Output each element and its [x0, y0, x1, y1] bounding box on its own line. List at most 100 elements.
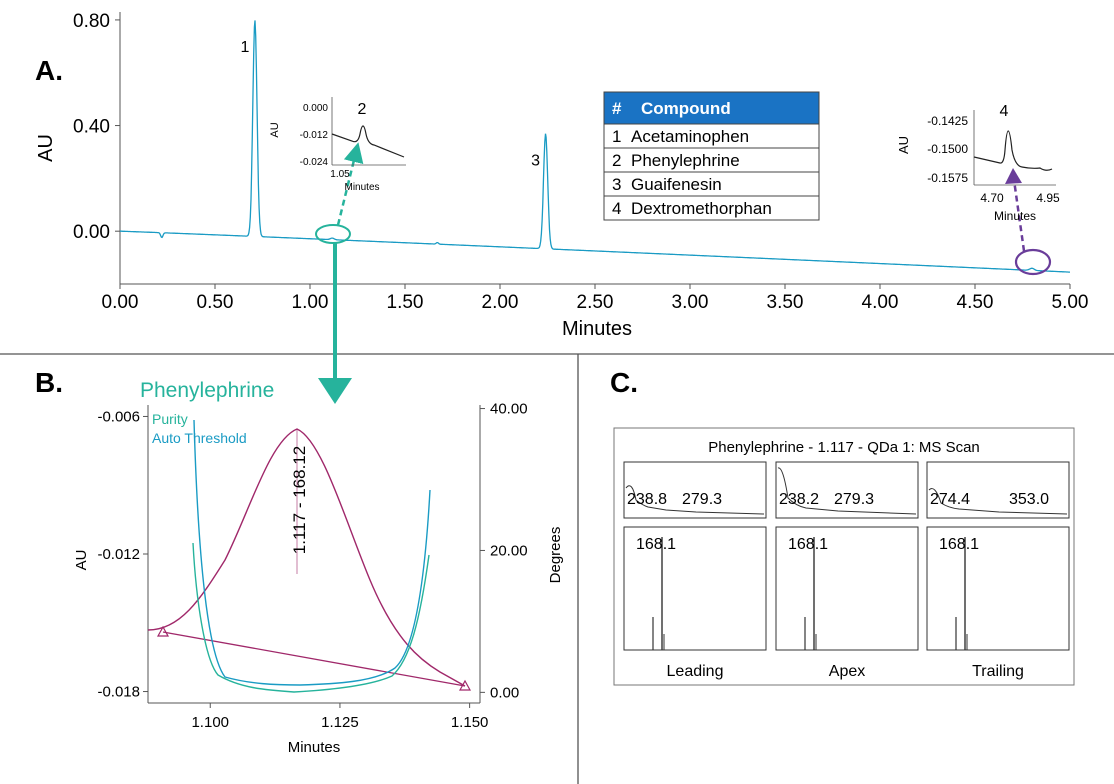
chart-b-y2-label: Degrees: [547, 527, 564, 584]
ms-tic-box: [623, 461, 767, 519]
chart-a-x-label: Minutes: [562, 318, 632, 340]
chart-b-title: Phenylephrine: [140, 379, 274, 402]
ms-spectrum-apex: 238.2 279.3 168.1 Apex: [775, 461, 919, 680]
chart-c: Phenylephrine - 1.117 - QDa 1: MS Scan 2…: [613, 427, 1075, 686]
chart-b-xtick-label: 1.125: [321, 714, 359, 731]
chart-b-y2tick-label: 20.00: [490, 542, 528, 559]
compound-table-row-name: Dextromethorphan: [631, 199, 772, 218]
inset-4-peak-label: 4: [1000, 103, 1009, 120]
chart-a-xtick-label: 5.00: [1052, 292, 1089, 313]
chart-a-y-label: AU: [35, 134, 57, 162]
compound-table: # Compound 1 Acetaminophen 2 Phenylephrine 3…: [603, 91, 820, 221]
compound-table-row-name: Phenylephrine: [631, 151, 740, 170]
ms-spectrum-label: Trailing: [972, 663, 1024, 680]
chart-a-xtick-label: 3.00: [672, 292, 709, 313]
panel-b-label: B.: [35, 367, 63, 398]
ms-tic-box: [775, 461, 919, 519]
chart-a-ytick-label: 0.40: [73, 117, 110, 138]
chart-c-frame: [613, 427, 1075, 686]
chart-a-ytick-label: 0.00: [73, 222, 110, 243]
compound-table-row-num: 3: [612, 175, 621, 194]
compound-table-row-num: 4: [612, 199, 621, 218]
ms-tic-label-1: 274.4: [930, 491, 970, 508]
ms-tic-trace: [928, 488, 1068, 515]
inset-4-trace: [973, 130, 1053, 171]
ms-spectrum-box: [623, 526, 767, 651]
chart-b-purity-curve: [192, 542, 430, 693]
compound-table-row-name: Acetaminophen: [631, 127, 749, 146]
chart-b-legend-purity: Purity: [152, 411, 188, 427]
ms-spectrum-box: [926, 526, 1070, 651]
ms-spectrum-label: Apex: [829, 663, 865, 680]
chart-a-xtick-label: 2.00: [482, 292, 519, 313]
chart-a-ytick-label: 0.80: [73, 11, 110, 32]
chart-a-xtick-label: 0.50: [197, 292, 234, 313]
chart-b-ytick-label: -0.006: [97, 408, 140, 425]
ms-tic-label-2: 353.0: [1009, 491, 1049, 508]
chart-b-peak-label: 1.117 - 168.12: [290, 446, 309, 554]
compound-table-row-num: 1: [612, 127, 621, 146]
compound-table-row-name: Guaifenesin: [631, 175, 722, 194]
chart-b-ytick-label: -0.018: [97, 684, 140, 701]
chart-b-xtick-label: 1.150: [451, 714, 489, 731]
chart-a-xtick-label: 0.00: [102, 292, 139, 313]
ms-tic-label-2: 279.3: [682, 491, 722, 508]
inset-4-ytick-2: -0.1575: [927, 171, 968, 185]
peak-4-callout-ellipse: [1014, 248, 1052, 276]
ms-spectrum-trailing: 274.4 353.0 168.1 Trailing: [926, 461, 1070, 680]
compound-table-header-bg: [604, 92, 819, 124]
chart-a-xtick-label: 1.50: [387, 292, 424, 313]
ms-spectrum-leading: 238.8 279.3 168.1 Leading: [623, 461, 767, 680]
chart-b-threshold-curve: [193, 419, 431, 686]
chart-b-y2tick-label: 40.00: [490, 401, 528, 418]
inset-4-ytick-0: -0.1425: [927, 114, 968, 128]
inset-2-y-label: AU: [269, 122, 281, 137]
inset-2-ytick-2: -0.024: [300, 157, 329, 168]
inset-4-y-label: AU: [896, 136, 911, 154]
compound-table-header-name: Compound: [641, 99, 731, 118]
chart-a-trace: [120, 20, 1070, 273]
inset-4-x-label: Minutes: [994, 209, 1036, 223]
chart-b-baseline-end-marker: [458, 679, 472, 691]
chart-b-y-label: AU: [73, 550, 90, 571]
panel-c-label: C.: [610, 367, 638, 398]
peak-4-inset-arrow: [1012, 179, 1026, 252]
chart-b-baseline-start-marker: [156, 625, 170, 637]
ms-tic-label-1: 238.2: [779, 491, 819, 508]
ms-tic-label-1: 238.8: [627, 491, 667, 508]
ms-tic-trace: [777, 467, 917, 515]
chart-b-x-label: Minutes: [288, 739, 341, 756]
ms-ion-label: 168.1: [788, 536, 828, 553]
ms-spectrum-box: [775, 526, 919, 651]
ms-spectrum-label: Leading: [667, 663, 724, 680]
inset-4-xtick-1: 4.95: [1036, 191, 1060, 205]
ms-tic-trace: [625, 485, 765, 515]
inset-4-xtick-0: 4.70: [980, 191, 1004, 205]
chart-a-xtick-label: 4.00: [862, 292, 899, 313]
zoom-to-panel-b-arrowhead: [318, 378, 352, 404]
chart-a-xtick-label: 2.50: [577, 292, 614, 313]
peak-4-arrowhead: [1005, 168, 1022, 184]
inset-2-ytick-1: -0.012: [300, 130, 329, 141]
panel-a-label: A.: [35, 55, 63, 86]
chart-a-xtick-label: 4.50: [957, 292, 994, 313]
chart-a-xtick-label: 1.00: [292, 292, 329, 313]
compound-table-row-num: 2: [612, 151, 621, 170]
ms-tic-label-2: 279.3: [834, 491, 874, 508]
inset-2-trace: [331, 125, 405, 158]
peak-2-inset-arrow: [336, 142, 364, 226]
inset-2-ytick-0: 0.000: [303, 103, 328, 114]
compound-table-header-num: #: [612, 99, 622, 118]
inset-2-peak-label: 2: [358, 101, 367, 118]
peak-2-callout-ellipse: [315, 224, 351, 244]
ms-tic-box: [926, 461, 1070, 519]
inset-2-xtick-0: 1.05: [330, 169, 350, 180]
ms-ion-label: 168.1: [939, 536, 979, 553]
inset-2-x-label: Minutes: [344, 182, 379, 193]
chart-b-baseline: [162, 631, 466, 687]
chart-a: 0.00 0.50 1.00 1.50 2.00 2.50 3.00 3.50 4.00 4.50…: [35, 11, 1088, 404]
chart-a-peak-label: 3: [531, 152, 540, 169]
chart-c-title: Phenylephrine - 1.117 - QDa 1: MS Scan: [708, 439, 980, 456]
inset-peak-2: 0.000 -0.012 -0.024 1.05 Minutes AU 2: [269, 97, 406, 193]
